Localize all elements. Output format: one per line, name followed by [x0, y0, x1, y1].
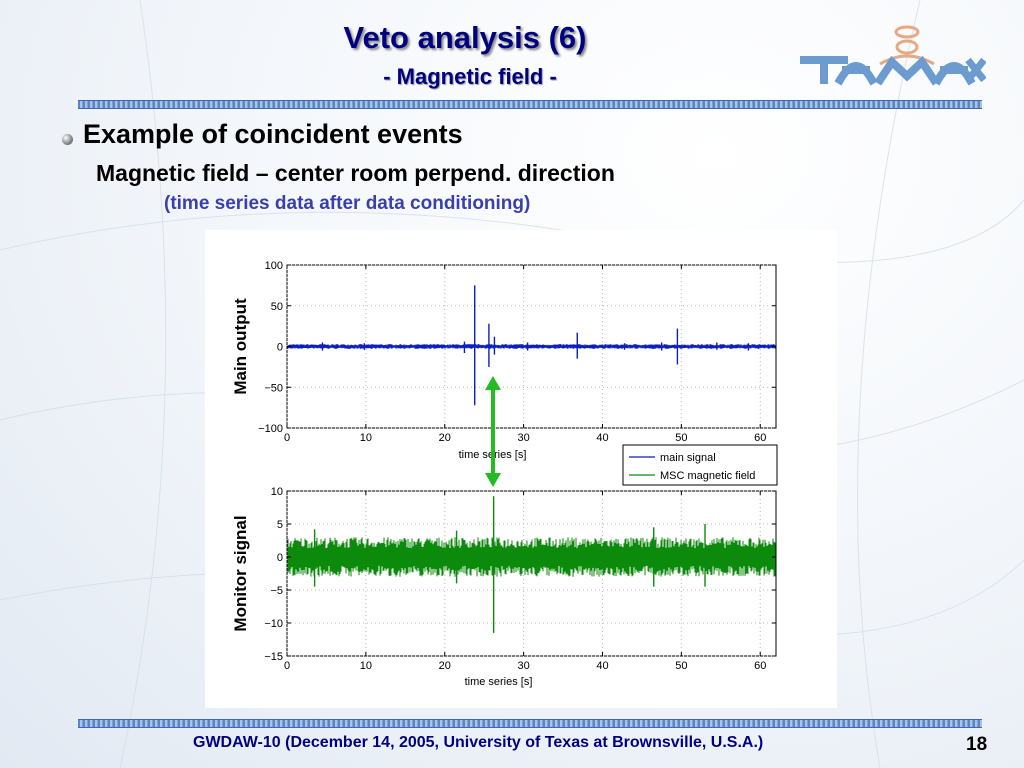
y-tick-label: 50 [271, 301, 283, 313]
legend-entry: main signal [660, 452, 716, 464]
y-tick-label: −10 [264, 618, 283, 630]
series-msc-magnetic-field [287, 496, 776, 633]
y-tick-label: −15 [264, 651, 283, 663]
x-tick-label: 10 [360, 432, 372, 444]
x-tick-label: 30 [517, 660, 529, 672]
x-tick-label: 20 [439, 660, 451, 672]
side-label: Monitor signal [231, 515, 250, 631]
y-tick-label: 0 [277, 342, 283, 354]
coincidence-arrow-icon [485, 376, 501, 487]
footer-divider-band [78, 719, 982, 728]
tama-logo [800, 25, 986, 86]
x-tick-label: 10 [360, 660, 372, 672]
side-label: Main output [231, 298, 250, 395]
x-tick-label: 20 [439, 432, 451, 444]
logo-x-icon [965, 57, 986, 83]
arrow-head-down [485, 473, 501, 487]
header-divider-band [78, 100, 982, 109]
x-tick-label: 60 [754, 660, 766, 672]
footer-text: GWDAW-10 (December 14, 2005, University … [193, 734, 764, 751]
x-tick-label: 0 [284, 660, 290, 672]
x-tick-label: 40 [596, 660, 608, 672]
logo-head-icon [895, 39, 919, 55]
logo-wordmark-icon [800, 55, 976, 86]
y-tick-label: −5 [270, 585, 283, 597]
bullet-heading: Example of coincident events [83, 119, 463, 149]
series-trace-body [287, 537, 776, 577]
x-axis-label: time series [s] [465, 676, 533, 688]
y-tick-label: 100 [265, 260, 283, 272]
series-main-signal [287, 285, 776, 406]
x-tick-label: 0 [284, 432, 290, 444]
plot-panel-2 [286, 490, 777, 657]
y-tick-label: 0 [277, 552, 283, 564]
legend-box [622, 444, 778, 486]
y-tick-label: −100 [258, 423, 283, 435]
chart-legend [622, 444, 778, 486]
x-tick-label: 50 [675, 660, 687, 672]
slide-title: Veto analysis (6) [343, 20, 587, 55]
legend-entry: MSC magnetic field [660, 470, 755, 482]
sub-note: (time series data after data conditionin… [164, 193, 531, 214]
arrow-head-up [485, 376, 501, 390]
x-tick-label: 60 [754, 432, 766, 444]
slide-subtitle: - Magnetic field - [383, 64, 557, 89]
plot-panel-1 [286, 264, 777, 429]
logo-halo-icon [894, 25, 920, 39]
bullet-icon [62, 134, 73, 145]
sub-heading: Magnetic field – center room perpend. di… [96, 160, 615, 186]
page-number: 18 [966, 734, 988, 755]
y-tick-label: 5 [277, 519, 283, 531]
x-tick-label: 30 [517, 432, 529, 444]
y-tick-label: 10 [271, 486, 283, 498]
x-tick-label: 50 [675, 432, 687, 444]
series-trace-body [287, 344, 776, 349]
x-tick-label: 40 [596, 432, 608, 444]
logo-arc-icon [879, 54, 935, 66]
y-tick-label: −50 [264, 382, 283, 394]
